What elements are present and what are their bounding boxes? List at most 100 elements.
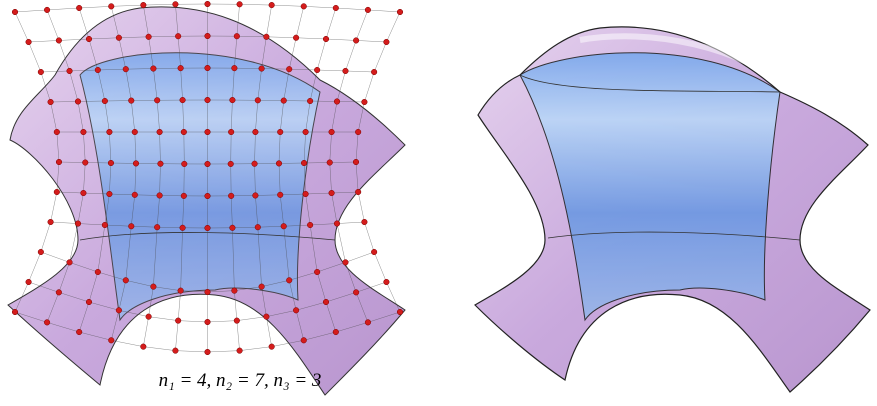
control-point [361, 98, 368, 106]
control-edge [325, 301, 337, 333]
control-edge [104, 100, 110, 133]
control-edge [97, 68, 126, 71]
control-point [156, 128, 163, 136]
control-point [140, 2, 147, 9]
control-point [25, 278, 32, 286]
control-point [11, 8, 19, 16]
control-edge [40, 221, 51, 253]
control-point [328, 128, 335, 136]
control-edge [305, 192, 332, 195]
control-point [154, 224, 161, 231]
control-edge [175, 320, 179, 351]
control-edge [134, 194, 160, 196]
control-edge [50, 221, 78, 224]
control-point [106, 190, 113, 198]
control-edge [279, 194, 284, 227]
control-edge [329, 162, 332, 194]
control-edge [69, 70, 79, 102]
control-point [177, 65, 184, 72]
control-edge [157, 226, 183, 229]
control-edge [178, 320, 208, 323]
control-edge [97, 224, 106, 273]
caption: n₁ = 4, n₂ = 7, n₃ = 3 [159, 370, 322, 391]
control-point [154, 97, 161, 104]
control-point [172, 347, 179, 354]
control-point [263, 313, 270, 320]
control-point [108, 3, 115, 10]
control-edge [109, 162, 112, 195]
control-edge [134, 131, 137, 164]
control-point [229, 224, 236, 231]
control-point [175, 33, 182, 40]
control-edge [118, 280, 127, 311]
control-edge [309, 224, 318, 273]
control-edge [125, 69, 132, 101]
control-point [352, 158, 360, 166]
control-edge [266, 310, 297, 317]
control-edge [58, 38, 89, 41]
control-edge [88, 38, 99, 71]
control-edge [153, 227, 158, 287]
control-point [122, 277, 129, 284]
control-edge [355, 292, 369, 323]
control-point [236, 1, 243, 8]
control-point [258, 283, 265, 290]
control-edge [326, 38, 357, 41]
control-edge [143, 346, 176, 351]
control-edge [97, 69, 106, 102]
control-edge [14, 11, 29, 43]
control-point [179, 97, 186, 104]
control-edge [266, 5, 272, 37]
control-point [204, 288, 211, 296]
control-point [227, 160, 234, 167]
control-point [280, 97, 287, 104]
control-edge [316, 38, 327, 71]
control-point [293, 307, 300, 314]
control-edge [357, 101, 365, 133]
control-edge [56, 191, 84, 194]
control-edge [46, 292, 60, 323]
control-edge [234, 290, 238, 321]
control-edge [386, 281, 401, 313]
control-point [131, 128, 138, 136]
control-edge [143, 5, 149, 37]
control-edge [355, 9, 369, 41]
control-edge [335, 322, 368, 333]
control-edge [14, 311, 48, 323]
control-point [94, 268, 101, 276]
control-edge [28, 281, 59, 293]
control-edge [69, 69, 98, 72]
control-point [383, 278, 390, 286]
control-point [371, 68, 378, 76]
control-point [268, 343, 275, 350]
control-edge [79, 331, 112, 341]
control-edge [296, 37, 327, 40]
control-point [277, 128, 284, 136]
control-edge [239, 4, 272, 6]
control-edge [40, 251, 70, 263]
control-point [80, 189, 87, 197]
control-edge [58, 292, 90, 303]
control-point [314, 66, 321, 74]
control-point [355, 128, 362, 136]
control-point [115, 34, 122, 41]
control-point [156, 192, 163, 199]
control-edge [159, 131, 161, 164]
control-point [302, 190, 309, 198]
control-point [371, 248, 378, 256]
control-edge [271, 4, 304, 7]
control-point [333, 98, 341, 105]
control-edge [232, 227, 235, 291]
control-edge [283, 69, 290, 101]
control-edge [232, 226, 258, 229]
control-edge [289, 68, 318, 71]
control-point [204, 160, 211, 168]
control-point [128, 223, 135, 230]
control-point [275, 160, 283, 167]
control-point [128, 97, 135, 104]
control-point [175, 317, 182, 324]
control-edge [143, 316, 149, 347]
control-edge [331, 101, 338, 133]
control-edge [177, 36, 181, 69]
